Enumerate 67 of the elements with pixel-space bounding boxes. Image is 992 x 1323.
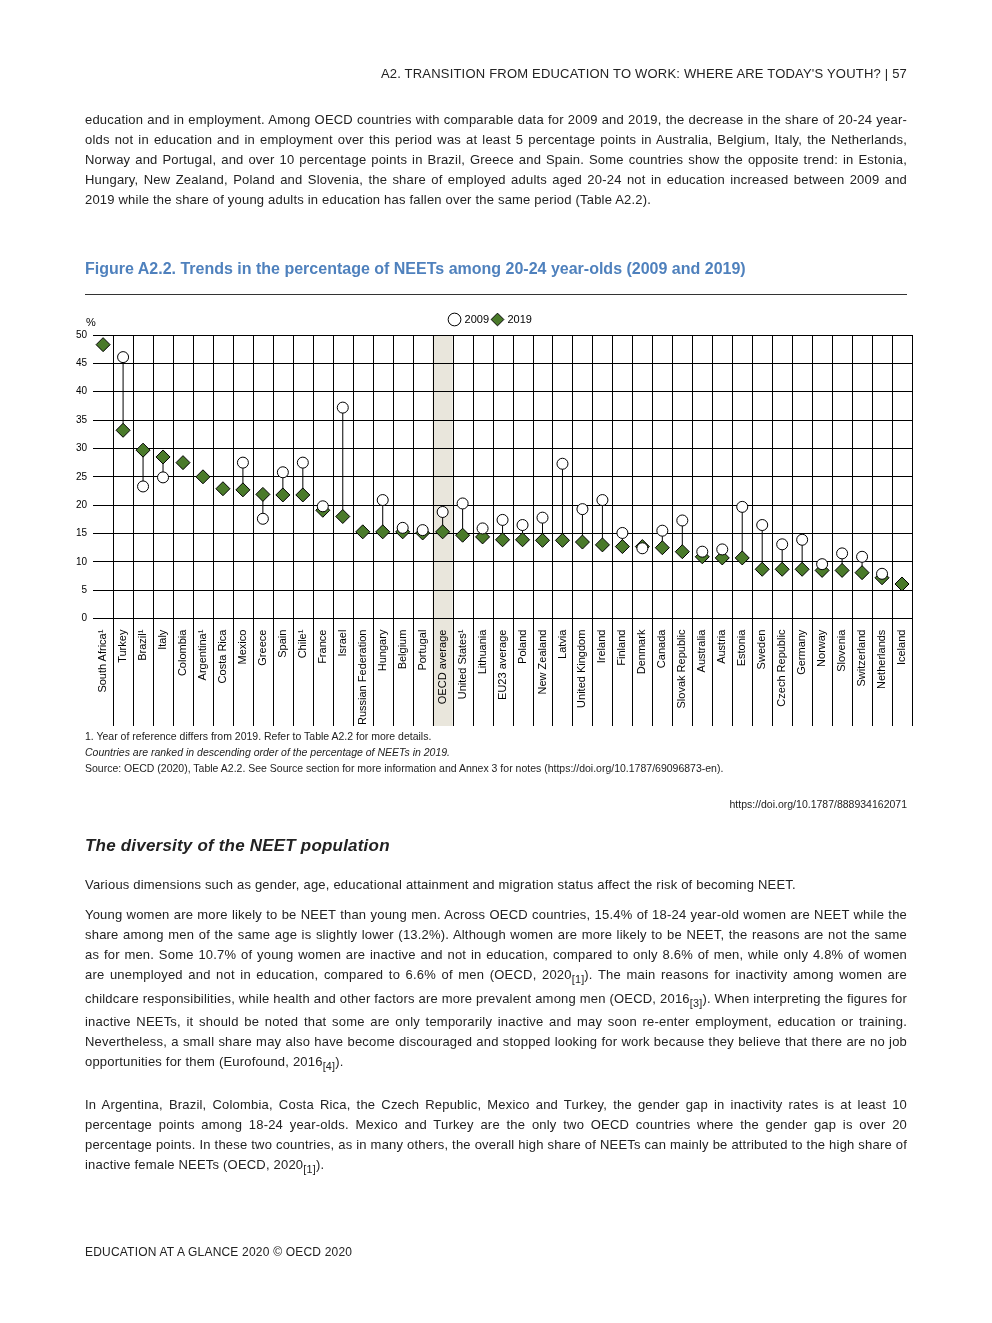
text: education and in employment. Among OECD countries with comparable data for 2009 and 2019, the decrease in the share of 20-24 year-olds not in education and in employment over this period was at least 5 percentage points in Australia, Belgium, Italy, the Netherlands, Norway and Portugal, and over 10 percentage points in Brazil, Greece and Spain. Some countries show the opposite trend: in Estonia, Hungary, New Zealand, Poland and Slovenia, the share of employed adults aged 20-24 not in education increased between 2009 and 2019 while the share of young adults in education has fallen over the same period (Table A2.2). — [85, 111, 907, 209]
x-tick-label: Belgium — [395, 629, 408, 670]
x-tick-label: Latvia — [555, 628, 568, 659]
x-tick-label: Hungary — [375, 629, 388, 672]
y-tick-label: 10 — [76, 555, 88, 567]
x-tick-label: Denmark — [635, 629, 648, 675]
text: The diversity of the NEET population — [85, 836, 391, 856]
text: https://doi.org/10.1787/888934162071 — [728, 797, 907, 812]
text: A2. TRANSITION FROM EDUCATION TO WORK: WHERE ARE TODAY'S YOUTH? | 57 — [379, 65, 907, 83]
x-tick-label: New Zealand — [535, 629, 548, 695]
x-tick-label: United States¹ — [455, 629, 468, 700]
x-tick-label: Slovak Republic — [675, 629, 688, 709]
x-tick-label: Argentina¹ — [196, 629, 208, 681]
text: Various dimensions such as gender, age, educational attainment and migration status affect the risk of becoming NEET. — [85, 876, 797, 894]
x-tick-label: Czech Republic — [775, 629, 788, 707]
text: Young women are more likely to be NEET than young men. Across OECD countries, 15.4% of 18-24 year-old women are NEET while the share among men of the same age is slightly lower (13.2%). Although women are more likely to be NEET, the reasons are not the same as for men. Some 10.7% of young women are inactive and not in education, compared to only 8.6% of men, while only 4.8% of women are unemployed and not in education, compared to 6.6% of men (OECD, 2020$_{[1]}$). The main reasons for inactivity among women are childcare responsibilities, while health and other factors are more prevalent among men (OECD, 2016$_{[3]}$). When interpreting the figures for inactive NEETs, it should be noted that some are only temporarily inactive and may soon re-enter employment, education or training. Nevertheless, a small share may also have become discouraged and stopped looking for work because they believe that there are no job opportunities for them (Eurofound, 2016$_{[4]}$). — [85, 907, 907, 1072]
x-tick-label: Ireland — [595, 629, 608, 664]
y-tick-label: 20 — [76, 498, 88, 510]
x-tick-label: Finland — [615, 629, 628, 666]
x-tick-label: Chile¹ — [295, 629, 308, 659]
y-tick-label: 40 — [76, 385, 88, 397]
x-tick-label: Norway — [815, 629, 828, 667]
x-tick-label: Israel — [335, 629, 348, 657]
x-tick-label: Colombia — [176, 628, 189, 677]
y-tick-label: 30 — [76, 442, 88, 454]
x-tick-label: Estonia — [735, 628, 748, 667]
x-tick-label: Russian Federation — [355, 629, 368, 726]
source-note: Source: OECD (2020), Table A2.2. See Source section for more information and Annex 3 for notes (https://doi.org/10.1787/69096873-en). — [85, 761, 725, 776]
x-tick-label: Brazil¹ — [136, 629, 149, 661]
legend-label: 2019 — [507, 312, 532, 325]
y-tick-label: 50 — [76, 328, 88, 340]
x-tick-label: Greece — [255, 629, 268, 666]
y-tick-label: 25 — [76, 470, 88, 482]
text: 1. Year of reference differs from 2019. Refer to Table A2.2 for more details. — [85, 729, 433, 744]
x-tick-label: OECD average — [435, 629, 448, 705]
x-tick-label: Netherlands — [875, 629, 888, 689]
text: EDUCATION AT A GLANCE 2020 © OECD 2020 — [85, 1244, 354, 1261]
y-tick-label: 0 — [81, 612, 88, 624]
y-tick-label: 35 — [76, 413, 88, 425]
x-tick-label: Slovenia — [835, 628, 848, 672]
y-tick-label: 5 — [81, 584, 88, 595]
x-tick-label: Iceland — [895, 629, 908, 666]
x-tick-label: EU23 average — [495, 629, 508, 700]
x-tick-label: Lithuania — [475, 628, 488, 675]
x-tick-label: Italy — [156, 629, 169, 650]
x-tick-label: Switzerland — [855, 629, 868, 687]
x-tick-label: France — [315, 629, 328, 664]
x-tick-label: Poland — [515, 629, 528, 664]
x-tick-label: Costa Rica — [215, 628, 228, 684]
legend-label: 2009 — [464, 312, 490, 325]
y-axis-title: % — [86, 316, 96, 329]
x-tick-label: Portugal — [415, 629, 428, 671]
x-tick-label: Australia — [695, 628, 708, 673]
x-tick-label: Austria — [715, 628, 728, 664]
x-tick-label: Mexico — [235, 629, 248, 665]
x-tick-label: Turkey — [116, 629, 129, 663]
text: In Argentina, Brazil, Colombia, Costa Rica, the Czech Republic, Mexico and Turkey, the gender gap in inactivity rates is at least 10 percentage points among 18-24 year-olds. Mexico and Turkey are the only two OECD countries where the gender gap is over 20 percentage points. In these two countries, as in many others, the overall high share of NEETs can mainly be attributed to the high share of inactive female NEETs (OECD, 2020$_{[1]}$). — [85, 1096, 907, 1177]
x-tick-label: South Africa¹ — [96, 629, 109, 693]
x-tick-label: Germany — [795, 629, 808, 675]
text: Countries are ranked in descending order of the percentage of NEETs in 2019. — [85, 745, 451, 760]
y-tick-label: 45 — [76, 357, 88, 369]
chart-title: Figure A2.2. Trends in the percentage of NEETs among 20-24 year-olds (2009 and 2019) — [85, 260, 907, 295]
x-tick-label: United Kingdom — [575, 629, 588, 708]
x-tick-label: Canada — [655, 628, 668, 669]
x-tick-label: Sweden — [755, 629, 768, 670]
y-tick-label: 15 — [76, 527, 88, 539]
x-tick-label: Spain — [275, 629, 288, 658]
